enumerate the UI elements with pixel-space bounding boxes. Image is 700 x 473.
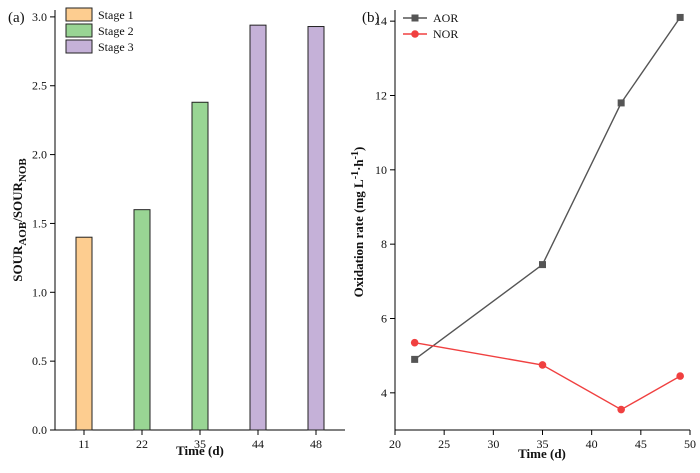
panel-b-legend-marker (411, 14, 419, 22)
panel-b-series (410, 13, 684, 414)
panel-b-point-nor (538, 361, 547, 369)
panel-a-y-tick-label: 3.0 (32, 10, 47, 24)
panel-a-y-tick-label: 2.0 (32, 148, 47, 162)
panel-a-y-tick-label: 2.5 (32, 79, 47, 93)
panel-a-y-tick-label: 1.5 (32, 216, 47, 230)
panel-a-bars (75, 24, 325, 431)
panel-b-y-tick-label: 12 (375, 88, 387, 102)
panel-b-point-nor (410, 338, 419, 347)
panel-a-bar (307, 26, 325, 431)
panel-a-x-tick-label: 11 (78, 437, 90, 451)
panel-b-x-tick-label: 45 (635, 437, 647, 451)
panel-a-legend-swatch (65, 7, 93, 22)
panel-b-y-tick-label: 6 (381, 311, 387, 325)
panel-b-x-tick-label: 40 (586, 437, 598, 451)
panel-b-y-tick-label: 14 (375, 14, 387, 28)
panel-b-line-chart: (b) 4 6 8 10 12 14 20 25 30 35 40 45 50 Time (d) Ox… (350, 10, 696, 461)
panel-b-y-tick-label: 4 (381, 386, 387, 400)
panel-b-y-axis-label: Oxidation rate (mg L-1·h-1) (350, 147, 366, 298)
panel-a-legend-label: Stage 2 (98, 24, 134, 38)
panel-b-point-nor (617, 405, 625, 414)
panel-b-point-aor (617, 99, 625, 107)
panel-a-y-ticks: 0.0 0.5 1.0 1.5 2.0 2.5 3.0 (32, 10, 55, 437)
panel-b-legend-marker (411, 30, 419, 38)
panel-a-label: (a) (8, 10, 25, 26)
panel-b-label: (b) (362, 10, 380, 26)
panel-a-y-tick-label: 0.5 (32, 354, 47, 368)
panel-a-y-axis-label: SOURAOB/SOURNOB (10, 158, 29, 282)
panel-a-bar (75, 236, 93, 431)
panel-b-line-nor (414, 342, 681, 411)
panel-b-x-tick-label: 20 (389, 437, 401, 451)
panel-a-x-axis-label: Time (d) (176, 443, 224, 458)
panel-b-y-tick-label: 8 (381, 237, 387, 251)
panel-a-bar (133, 209, 151, 431)
panel-a-legend: Stage 1 Stage 2 Stage 3 (65, 7, 134, 54)
panel-a-x-tick-label: 48 (310, 437, 322, 451)
panel-a-bar-chart: (a) 0.0 0.5 1.0 1.5 2.0 2.5 3.0 11 22 35 44 48 Tim… (8, 7, 345, 458)
panel-b-legend-label: AOR (433, 11, 458, 25)
panel-b-y-ticks: 4 6 8 10 12 14 (375, 14, 395, 400)
panel-b-line-aor (414, 17, 681, 360)
panel-b-point-aor (539, 261, 546, 269)
panel-b-legend-label: NOR (433, 27, 458, 41)
panel-a-y-tick-label: 0.0 (32, 423, 47, 437)
panel-a-x-tick-label: 22 (136, 437, 148, 451)
panel-b-point-nor (676, 372, 684, 380)
panel-b-x-tick-label: 25 (438, 437, 450, 451)
panel-b-legend: AOR NOR (403, 11, 458, 41)
panel-b-x-tick-label: 50 (684, 437, 696, 451)
panel-a-bar (191, 101, 209, 431)
panel-b-y-tick-label: 10 (375, 163, 387, 177)
panel-b-point-aor (411, 355, 419, 363)
panel-a-legend-label: Stage 1 (98, 8, 134, 22)
panel-b-x-tick-label: 30 (487, 437, 499, 451)
panel-a-x-tick-label: 35 (194, 437, 206, 451)
panel-a-legend-swatch (65, 23, 93, 38)
panel-a-y-tick-label: 1.0 (32, 285, 47, 299)
panel-b-x-tick-label: 35 (537, 437, 549, 451)
panel-a-bar (249, 24, 267, 431)
panel-b-point-aor (676, 13, 684, 21)
panel-a-legend-label: Stage 3 (98, 40, 134, 54)
panel-a-x-ticks: 11 22 35 44 48 (78, 430, 322, 451)
panel-b-x-axis-label: Time (d) (518, 446, 566, 461)
panel-b-x-ticks: 20 25 30 35 40 45 50 (389, 430, 696, 451)
panel-a-x-tick-label: 44 (252, 437, 264, 451)
panel-a-legend-swatch (65, 39, 93, 54)
